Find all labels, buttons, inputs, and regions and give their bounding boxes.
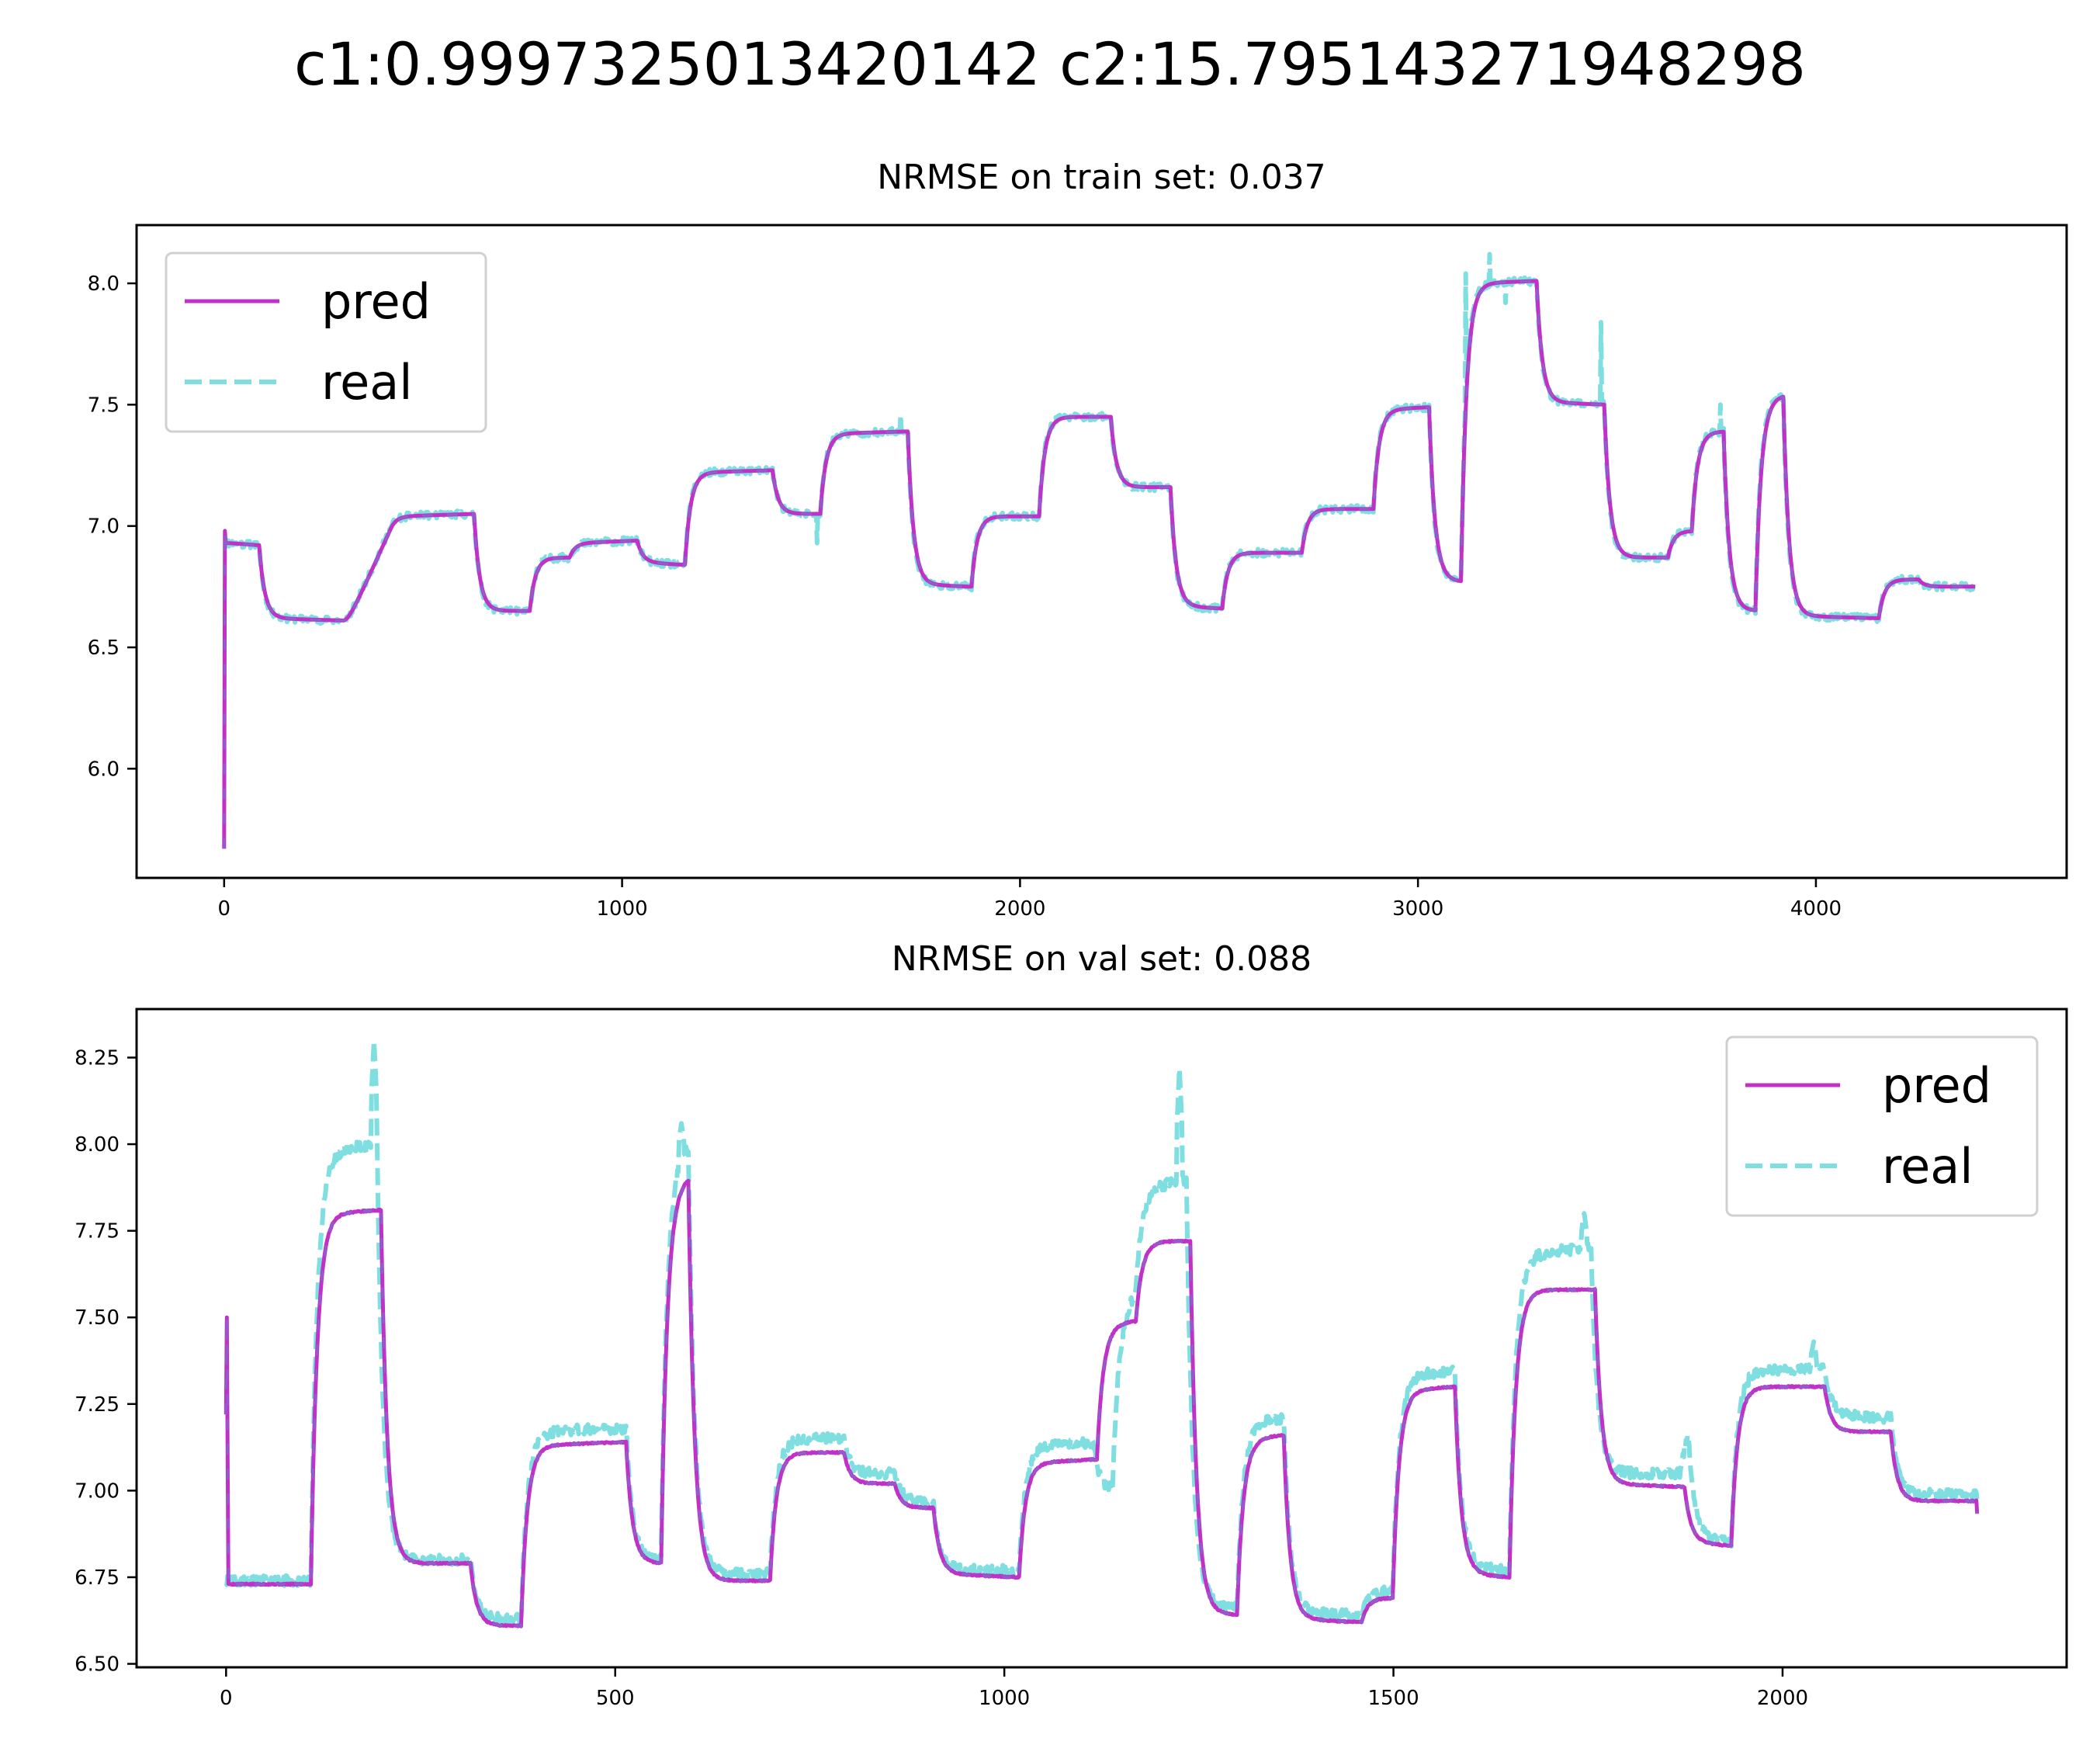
panel-title: NRMSE on train set: 0.037 [877,158,1325,197]
plot-area [222,251,1978,849]
y-tick-label: 7.0 [88,515,120,539]
series-overlap-line [224,1178,1979,1628]
legend-label-pred: pred [1882,1057,1991,1114]
series-real-line [224,1038,1980,1626]
plot-area [224,1038,1980,1628]
y-tick-label: 6.5 [88,636,120,660]
train-panel: NRMSE on train set: 0.037 0 1000 2000 3000 40… [88,158,2068,921]
y-tick-label: 7.00 [75,1479,120,1503]
legend: pred real [1725,1035,2039,1217]
x-tick-label: 2000 [1757,1687,1808,1710]
figure-suptitle: c1:0.9997325013420142 c2:15.795143271948… [294,29,1806,99]
legend-box [1725,1035,2039,1217]
y-tick-label: 8.0 [88,272,120,296]
legend-label-pred: pred [321,273,431,330]
y-tick-label: 6.50 [75,1653,120,1677]
x-tick-label: 4000 [1790,897,1842,921]
y-tick-label: 6.75 [75,1566,120,1590]
axes-frame [135,1008,2068,1669]
val-panel: NRMSE on val set: 0.088 0 500 1000 1500 2000 6… [75,939,2068,1710]
axes-frame [135,224,2068,879]
y-tick-label: 6.0 [88,758,120,781]
legend-label-real: real [321,354,413,411]
x-tick-label: 0 [218,897,231,921]
series-pred-line [224,1178,1980,1628]
y-tick-label: 7.25 [75,1393,120,1417]
y-tick-label: 8.00 [75,1133,120,1157]
x-tick-label: 500 [596,1687,635,1710]
x-tick-label: 1000 [597,897,648,921]
x-tick-label: 1500 [1367,1687,1419,1710]
legend-label-real: real [1882,1138,1974,1195]
y-tick-label: 8.25 [75,1046,120,1070]
x-tick-label: 1000 [979,1687,1030,1710]
legend: pred real [165,251,487,433]
x-tick-label: 0 [220,1687,233,1710]
y-tick-label: 7.75 [75,1220,120,1243]
x-tick-label: 3000 [1392,897,1443,921]
x-tick-label: 2000 [994,897,1045,921]
legend-box [165,251,487,433]
series-pred-line [222,279,1977,849]
y-tick-label: 7.5 [88,394,120,417]
panel-title: NRMSE on val set: 0.088 [892,939,1312,979]
y-tick-label: 7.50 [75,1306,120,1330]
